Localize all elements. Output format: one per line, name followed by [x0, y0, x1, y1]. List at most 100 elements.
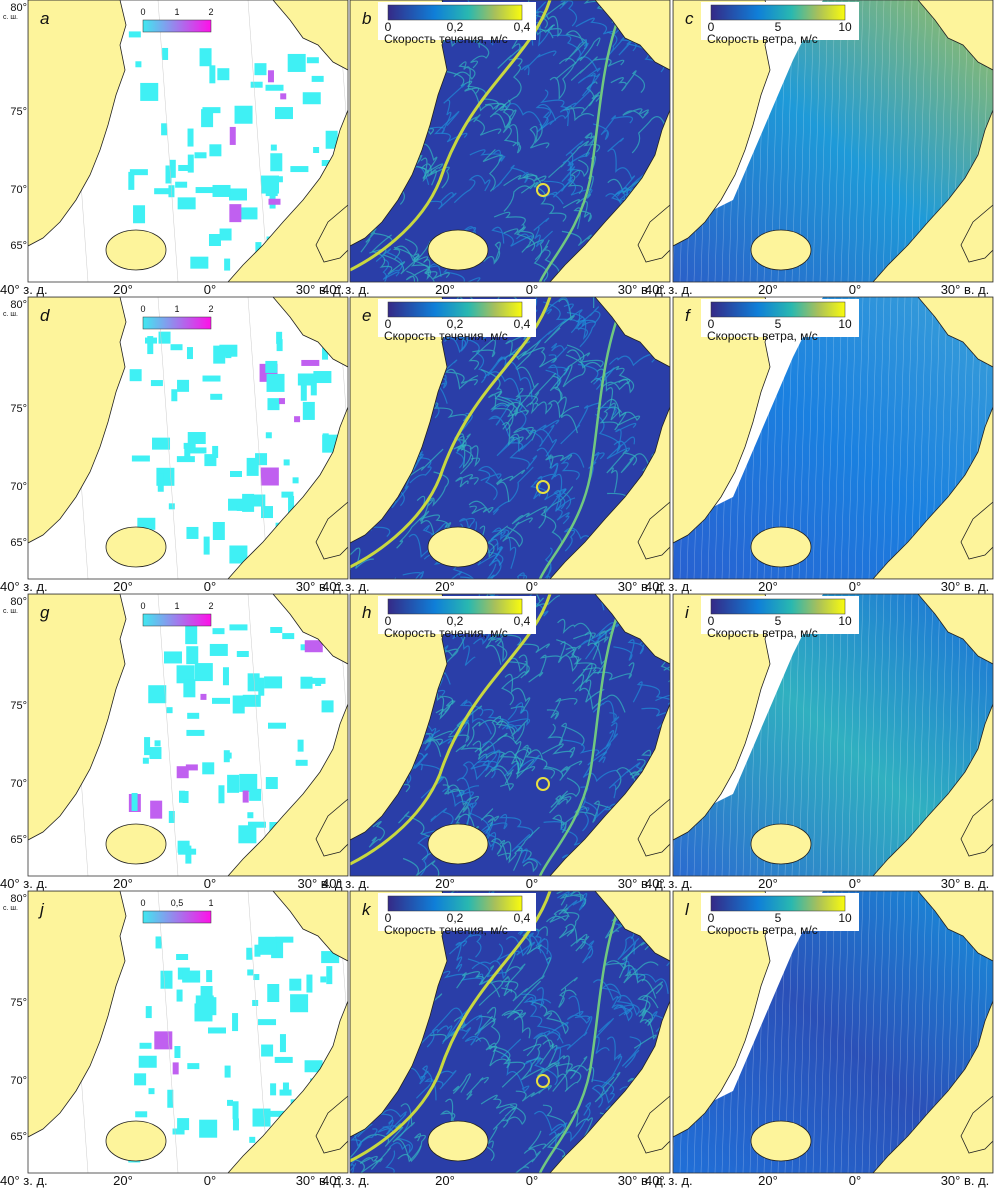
anomaly-cell	[224, 1065, 231, 1078]
anomaly-cell	[145, 1006, 152, 1019]
colorbar-label: Скорость ветра, м/с	[707, 32, 818, 46]
current-streak	[503, 124, 522, 154]
anomaly-cell	[150, 380, 163, 387]
current-streak	[560, 452, 585, 481]
eddy	[536, 183, 550, 197]
anomaly-cell	[170, 344, 183, 351]
current-streak	[584, 132, 596, 157]
current-streak	[574, 662, 635, 692]
current-streak	[546, 697, 578, 720]
current-streak	[350, 547, 374, 569]
current-streak	[610, 70, 646, 94]
lon-label: 30° в. д	[298, 876, 343, 891]
anomaly-cell	[207, 1027, 226, 1034]
anomaly-cell	[172, 1128, 185, 1135]
lon-label: 30° в. д.	[941, 282, 990, 297]
anomaly-cell	[178, 790, 185, 803]
current-streak	[482, 148, 503, 192]
wind-vector	[833, 0, 843, 282]
panel-letter: f	[685, 306, 692, 325]
current-streak	[477, 465, 502, 501]
anomaly-cell	[133, 205, 146, 224]
wind-vector	[854, 0, 864, 282]
current-streak	[632, 681, 670, 703]
wind-vector	[826, 594, 836, 876]
anomaly-cell	[301, 359, 320, 366]
wind-vector	[819, 297, 829, 579]
land	[872, 109, 993, 282]
anomaly-cell	[135, 61, 142, 68]
colorbar-tick: 2	[208, 304, 213, 314]
anomaly-cell	[268, 1110, 287, 1117]
anomaly-cell	[322, 347, 329, 360]
panel-letter: g	[40, 603, 50, 622]
lon-label: 40° з. д.	[0, 876, 48, 891]
land	[272, 891, 348, 962]
anomaly-cell	[187, 154, 194, 173]
current-streak	[570, 56, 625, 81]
current-streak	[515, 388, 539, 415]
land	[28, 297, 127, 544]
wind-vector	[819, 0, 829, 282]
current-streak	[533, 462, 559, 500]
anomaly-cell	[252, 999, 259, 1006]
current-streak	[507, 702, 531, 727]
anomaly-cell	[252, 1108, 271, 1127]
colorbar-tick: 0	[708, 317, 715, 331]
anomaly-cell	[208, 234, 221, 247]
anomaly-cell	[128, 31, 141, 38]
anomaly-cell	[270, 1083, 277, 1096]
anomaly-cell	[261, 506, 274, 519]
frame	[27, 593, 349, 877]
anomaly-cell	[326, 966, 333, 985]
map-panel: k 0 0,2 0,4 Скорость течения, м/с 40° з. д. 20…	[322, 890, 671, 1188]
current-streak	[544, 547, 553, 579]
panel-letter: l	[685, 900, 690, 919]
lon-label: 30° в. д.	[296, 1173, 345, 1188]
anomaly-cell	[206, 970, 213, 983]
wind-vector	[875, 594, 885, 876]
anomaly-cell	[200, 986, 213, 999]
lon-label: 0°	[526, 579, 538, 594]
current-streak	[541, 743, 576, 759]
anomaly-cell	[325, 130, 338, 149]
anomaly-cell	[247, 969, 254, 976]
anomaly-cell	[185, 764, 198, 771]
anomaly-cell	[212, 445, 219, 458]
current-streak	[486, 563, 497, 579]
main-current	[350, 0, 552, 272]
lat-label: 75°	[10, 403, 27, 415]
land	[960, 204, 993, 263]
anomaly-cell	[176, 766, 189, 779]
anomaly-cell	[163, 651, 182, 664]
lat-unit: с. ш.	[3, 608, 18, 615]
anomaly-cell	[230, 470, 243, 477]
anomaly-cell	[232, 1118, 239, 1131]
land	[227, 109, 348, 282]
colorbar-tick: 2	[208, 601, 213, 611]
anomaly-cell	[194, 152, 207, 159]
current-streak	[470, 759, 496, 779]
anomaly-cell	[304, 640, 323, 653]
colorbar-tick: 0,2	[447, 911, 464, 925]
main-current	[538, 594, 627, 876]
colorbar-tick: 10	[838, 911, 852, 925]
colorbar-tick: 0,2	[447, 317, 464, 331]
current-streak	[551, 34, 589, 61]
current-streak	[497, 735, 535, 780]
map-area	[28, 297, 348, 579]
current-streak	[422, 83, 466, 134]
lon-label: 40° з. д.	[645, 876, 693, 891]
anomaly-cell	[254, 63, 267, 76]
colorbar-tick: 0	[140, 7, 145, 17]
anomaly-cell	[224, 258, 231, 271]
iceland	[105, 1120, 167, 1162]
anomaly-cell	[178, 164, 191, 171]
current-streak	[520, 50, 557, 76]
current-streak	[375, 248, 403, 280]
anomaly-cell	[210, 393, 223, 400]
anomaly-cell	[297, 739, 304, 752]
wind-vector	[833, 891, 843, 1173]
wind-vector	[840, 297, 850, 579]
current-streak	[426, 163, 450, 189]
